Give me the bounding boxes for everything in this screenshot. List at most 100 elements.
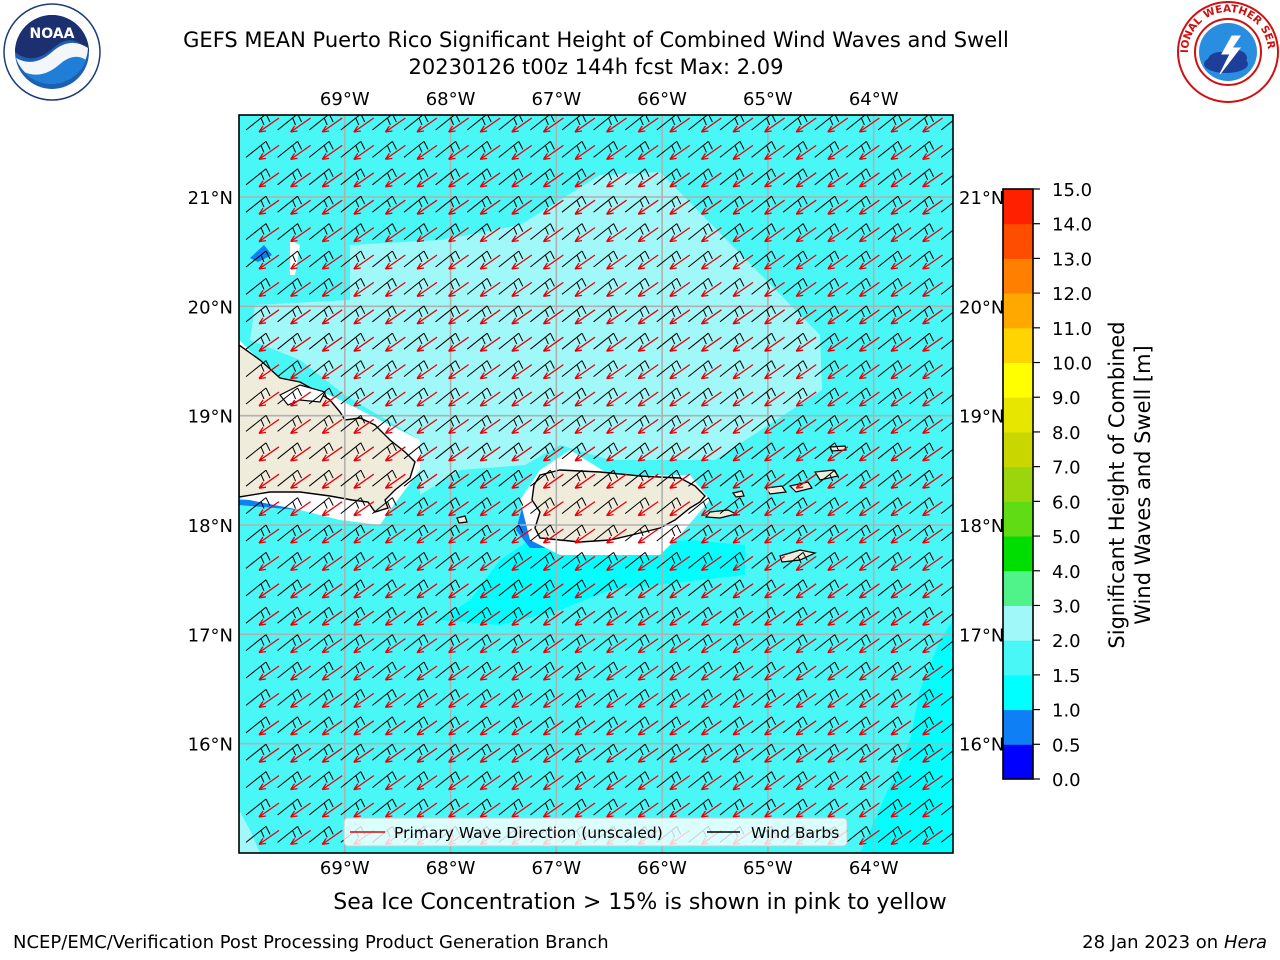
wind-barb bbox=[372, 661, 397, 679]
wave-arrow bbox=[795, 528, 817, 544]
wind-barb bbox=[498, 415, 524, 432]
wind-barb bbox=[656, 634, 682, 651]
wind-barb bbox=[688, 168, 713, 186]
wind-barb bbox=[561, 442, 587, 460]
wave-arrow bbox=[890, 199, 912, 215]
wind-barb bbox=[308, 634, 334, 651]
wind-barb bbox=[877, 552, 903, 569]
wave-arrow bbox=[827, 692, 849, 709]
wave-arrow bbox=[353, 309, 375, 325]
wave-arrow bbox=[922, 391, 943, 407]
wind-barb bbox=[466, 332, 492, 350]
colorbar-tick-label: 10.0 bbox=[1052, 354, 1092, 375]
wind-barb bbox=[814, 579, 840, 597]
wind-barb bbox=[624, 579, 650, 597]
wave-arrow bbox=[922, 199, 943, 215]
wave-arrow bbox=[922, 555, 943, 572]
wave-arrow bbox=[384, 473, 406, 489]
wave-arrow bbox=[637, 528, 659, 544]
wave-arrow bbox=[511, 309, 533, 325]
wave-arrow bbox=[353, 610, 375, 626]
wind-barb bbox=[814, 469, 840, 487]
wave-arrow bbox=[922, 610, 943, 626]
wind-barb bbox=[909, 798, 935, 816]
wave-arrow bbox=[890, 172, 912, 188]
wave-arrow bbox=[574, 802, 596, 818]
wind-barb bbox=[877, 661, 903, 679]
wind-barb bbox=[909, 195, 935, 213]
wave-arrow bbox=[700, 775, 722, 791]
wind-barb bbox=[435, 168, 461, 186]
wave-arrow bbox=[511, 199, 533, 215]
wind-barb bbox=[688, 250, 713, 268]
wave-arrow bbox=[764, 665, 785, 681]
wave-arrow bbox=[606, 446, 627, 462]
wind-barb bbox=[909, 524, 935, 542]
lon-label-top: 65°W bbox=[743, 89, 793, 110]
lon-label-top: 69°W bbox=[320, 89, 370, 110]
wave-arrow bbox=[542, 309, 564, 325]
wind-barb bbox=[277, 305, 303, 323]
wind-barb bbox=[593, 387, 619, 405]
wave-arrow bbox=[606, 638, 627, 654]
wind-barb bbox=[245, 332, 271, 350]
wind-barb bbox=[340, 278, 366, 295]
wind-barb bbox=[719, 442, 745, 460]
wind-barb bbox=[372, 798, 397, 816]
wind-barb bbox=[372, 415, 397, 432]
wind-barb bbox=[245, 442, 271, 460]
wind-barb bbox=[245, 195, 271, 213]
wind-barb bbox=[751, 606, 777, 624]
wave-arrow bbox=[700, 665, 722, 681]
wind-barb bbox=[561, 195, 587, 213]
wind-barb bbox=[719, 305, 745, 323]
wave-arrow bbox=[448, 227, 469, 243]
lat-label-left: 16°N bbox=[188, 735, 233, 756]
wind-barb bbox=[782, 195, 808, 213]
wind-barb bbox=[277, 689, 303, 706]
wind-barb bbox=[877, 497, 903, 514]
wind-barb bbox=[719, 415, 745, 432]
wind-barb bbox=[372, 497, 397, 514]
wave-arrow bbox=[511, 665, 533, 681]
colorbar-tick-label: 8.0 bbox=[1052, 423, 1081, 444]
wind-barb bbox=[814, 606, 840, 624]
wind-barb bbox=[403, 195, 429, 213]
wave-arrow bbox=[858, 528, 880, 544]
wave-arrow bbox=[416, 610, 438, 626]
wind-barb bbox=[245, 250, 271, 268]
wave-arrow bbox=[700, 117, 722, 133]
wave-arrow bbox=[764, 144, 785, 161]
wind-barb bbox=[624, 469, 650, 487]
wave-arrow bbox=[448, 583, 469, 599]
wind-barb bbox=[245, 469, 271, 487]
wave-arrow bbox=[574, 418, 596, 435]
wind-barb bbox=[909, 442, 935, 460]
wind-barb bbox=[656, 305, 682, 323]
wave-arrow bbox=[353, 583, 375, 599]
wave-arrow bbox=[795, 610, 817, 626]
wind-barb bbox=[561, 250, 587, 268]
wind-barb bbox=[593, 661, 619, 679]
wave-arrow bbox=[416, 747, 438, 763]
wave-arrow bbox=[290, 144, 311, 161]
wave-arrow bbox=[353, 117, 375, 133]
wind-barb bbox=[940, 202, 953, 213]
wave-arrow bbox=[606, 117, 627, 133]
wave-arrow bbox=[290, 172, 311, 188]
wave-arrow bbox=[511, 638, 533, 654]
wind-barb bbox=[372, 552, 397, 569]
wind-barb bbox=[435, 798, 461, 816]
wind-barb bbox=[940, 476, 953, 487]
wind-barb bbox=[846, 606, 871, 624]
wind-barb bbox=[498, 661, 524, 679]
wave-arrow bbox=[922, 117, 943, 133]
wind-barb bbox=[498, 634, 524, 651]
wave-arrow bbox=[574, 692, 596, 709]
wind-barb bbox=[277, 579, 303, 597]
wind-barb bbox=[719, 497, 745, 514]
wave-arrow bbox=[637, 199, 659, 215]
wind-barb bbox=[245, 552, 271, 569]
wind-barb bbox=[624, 223, 650, 240]
wind-barb bbox=[782, 634, 808, 651]
